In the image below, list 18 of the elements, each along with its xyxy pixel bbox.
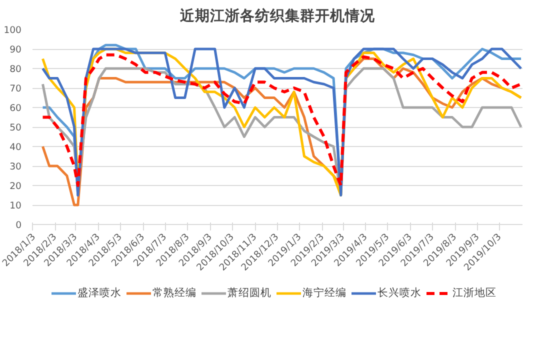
y-tick-label: 70 <box>10 84 22 94</box>
legend-label: 江浙地区 <box>452 286 496 300</box>
y-tick-label: 100 <box>4 25 22 36</box>
legend-label: 萧绍圆机 <box>228 286 272 300</box>
y-tick-label: 10 <box>10 200 22 212</box>
y-tick-label: 60 <box>10 103 22 114</box>
legend-label: 海宁经编 <box>302 286 346 300</box>
legend-label: 常熟经编 <box>152 286 196 300</box>
y-tick-label: 40 <box>10 142 22 153</box>
chart-title: 近期江浙各纺织集群开机情况 <box>179 6 376 24</box>
y-tick-label: 90 <box>10 44 22 56</box>
y-tick-label: 20 <box>10 181 22 192</box>
y-tick-label: 0 <box>16 220 22 231</box>
y-tick-label: 80 <box>10 64 22 75</box>
y-tick-label: 50 <box>10 122 22 134</box>
legend-label: 盛泽喷水 <box>78 286 122 300</box>
y-tick-label: 30 <box>10 162 22 172</box>
legend-label: 长兴喷水 <box>378 286 422 300</box>
